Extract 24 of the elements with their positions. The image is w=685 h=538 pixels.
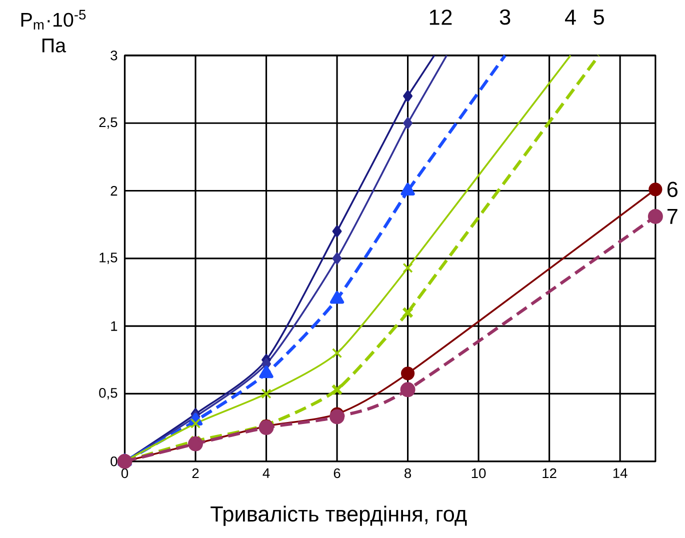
series-label: 5 <box>594 10 604 25</box>
x-tick-label: 12 <box>542 468 556 478</box>
y-tick-label: 2,5 <box>99 118 118 129</box>
x-tick-label: 2 <box>192 468 199 478</box>
series-label: 1 <box>430 10 440 25</box>
text: P$_{m}$·10$^{-5}$ Па <box>21 10 86 53</box>
y-tick-label: 1,5 <box>100 252 118 264</box>
series-label: 3 <box>500 10 510 25</box>
x-tick-label: 0 <box>121 468 128 478</box>
x-tick-label: 4 <box>262 468 270 478</box>
x-tick-label: 10 <box>472 468 486 478</box>
y-tick-label: 1 <box>111 322 118 331</box>
series-label: 6 <box>667 182 678 198</box>
x-tick-label: 14 <box>613 468 628 478</box>
series-label: 4 <box>564 10 576 25</box>
x-tick-label: 6 <box>334 468 340 478</box>
y-tick-label: 3 <box>110 50 118 61</box>
series-label: 2 <box>442 10 452 25</box>
y-tick-label: 0 <box>110 456 118 466</box>
x-axis-title: Тривалість твердіння, год <box>210 506 467 526</box>
y-tick-label: 2 <box>110 186 118 196</box>
y-tick-label: 0,5 <box>99 388 118 400</box>
x-tick-label: 8 <box>404 468 412 478</box>
series-label: 7 <box>667 209 678 224</box>
